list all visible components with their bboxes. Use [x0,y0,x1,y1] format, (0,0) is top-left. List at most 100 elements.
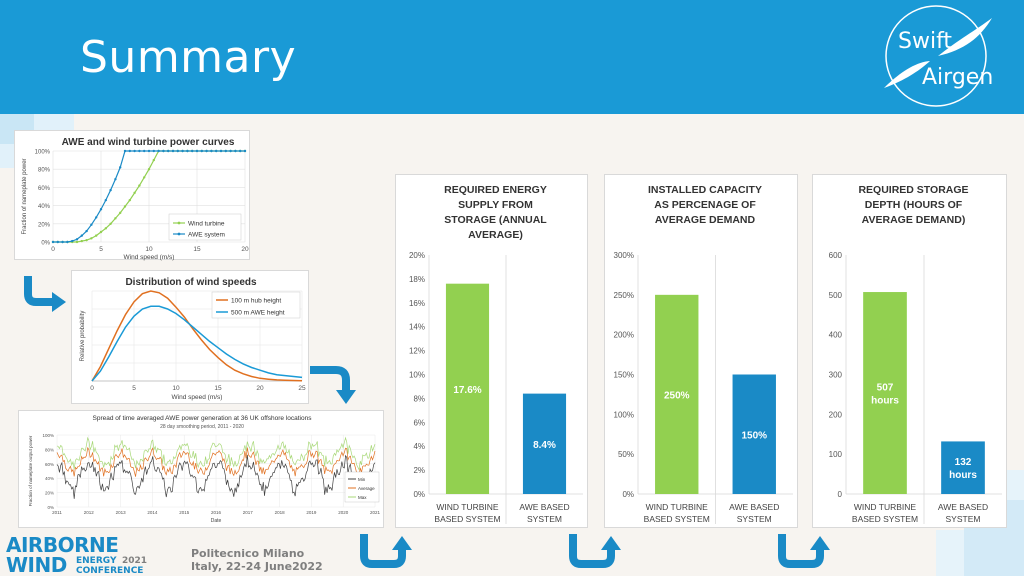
chart-title-line: STORAGE (ANNUAL [444,214,547,226]
category-label-line: SYSTEM [946,514,981,524]
y-tick-label: 0% [47,505,54,510]
data-point [152,158,155,162]
chart-title-line: AVERAGE) [468,229,523,241]
data-point [123,149,127,153]
y-tick-label: 16% [409,299,425,308]
x-tick-label: 2018 [275,510,286,515]
legend-box [211,291,301,319]
flow-arrow-icon [310,366,356,404]
conference-word-energy: ENERGY [76,556,117,566]
data-point [167,149,170,153]
y-tick-label: 80% [45,447,54,452]
y-tick-label: 18% [409,275,425,284]
data-point [133,191,136,195]
category-label-line: SYSTEM [737,514,772,524]
data-point [75,240,79,244]
y-tick-label: 2% [413,466,425,475]
swift-airgen-logo: Swift Airgen [884,5,993,107]
data-point [51,240,55,244]
data-point [119,166,122,169]
series-line-average [56,446,376,478]
x-axis-label: Wind speed (m/s) [172,394,223,401]
category-label-line: AWE BASED [519,502,569,512]
data-point [171,149,175,153]
logo-text-swift: Swift [898,29,952,54]
category-label-line: BASED SYSTEM [434,514,500,524]
series-line-awe-height [91,305,303,382]
y-tick-label: 100% [35,150,51,156]
flow-arrow-icon [360,534,412,568]
data-point [123,205,127,208]
data-point [95,234,98,237]
y-tick-label: 600 [829,251,843,260]
data-point [109,188,112,192]
legend-label: Wind turbine [188,221,225,228]
x-tick-label: 0 [51,246,55,253]
chart-title: Spread of time averaged AWE power genera… [93,415,313,422]
data-point [66,240,69,244]
bar [655,294,699,494]
x-tick-label: 2019 [306,510,317,515]
y-axis-label: Fraction of nameplate power [22,158,28,234]
venue-info: Politecnico Milano Italy, 22-24 June2022 [191,547,323,573]
x-axis-label: Date [211,518,222,524]
legend-label: 500 m AWE height [231,310,285,317]
category-label-line: AWE BASED [938,502,988,512]
storage-supply-svg: REQUIRED ENERGY SUPPLY FROM STORAGE (ANNUA… [409,184,583,524]
x-tick-label: 5 [132,385,136,392]
data-point [239,149,242,153]
data-point [75,238,79,241]
y-tick-label: 400 [829,331,843,340]
data-point [80,234,84,237]
y-tick-label: 100% [42,433,54,438]
y-tick-label: 150% [614,371,634,380]
chart-title-line: AS PERCENAGE OF [654,199,756,211]
y-tick-label: 100% [614,410,634,419]
venue-line-1: Politecnico Milano [191,547,305,560]
conference-word-wind: WIND [6,553,67,575]
y-tick-label: 0 [838,490,843,499]
x-tick-label: 20 [241,246,249,253]
data-point [56,240,59,244]
data-point [162,149,165,153]
bar-value-label: 150% [741,430,767,441]
data-point [99,230,103,234]
y-tick-label: 8% [413,394,425,403]
y-tick-label: 200 [829,410,843,419]
flow-arrow-icon [569,534,621,568]
y-tick-label: 0% [413,490,425,499]
data-point [181,149,184,153]
data-point [104,227,108,230]
category-label-line: SYSTEM [527,514,562,524]
data-point [200,149,203,153]
data-point [80,239,84,243]
chart-title-line: REQUIRED ENERGY [444,184,547,196]
wind-distribution-svg: Distribution of wind speeds 0 5 10 15 20 25 Win… [80,277,306,401]
y-tick-label: 60% [38,186,51,192]
x-tick-label: 2020 [338,510,349,515]
power-curves-chart: AWE and wind turbine power curves 0% 20% 40… [14,130,250,261]
conference-word-airborne: AIRBORNE [6,533,118,557]
bar [445,283,490,494]
data-point [90,237,93,240]
chart-title: Distribution of wind speeds [125,277,257,288]
data-point [104,198,108,202]
data-point [85,238,88,242]
y-tick-label: 300 [829,371,843,380]
wind-distribution-chart: Distribution of wind speeds 0 5 10 15 20 25 Win… [71,270,309,404]
y-tick-label: 0% [41,241,50,247]
bar [732,374,776,494]
x-tick-label: 10 [145,246,153,253]
data-point [109,222,112,225]
data-point [215,149,218,153]
data-point [186,149,189,153]
bar [522,393,567,494]
y-tick-label: 40% [45,476,54,481]
y-tick-label: 50% [618,450,634,459]
data-point [224,149,227,153]
x-tick-label: 2015 [179,510,190,515]
x-tick-label: 15 [214,385,222,392]
x-tick-label: 2021 [370,510,381,515]
bar-value-label: hours [949,470,977,481]
bar-value-label: 250% [664,390,690,401]
